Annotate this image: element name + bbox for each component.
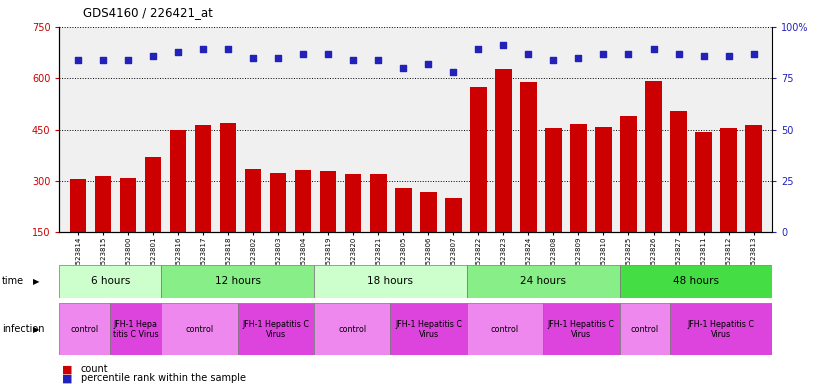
Bar (467, 303, 544, 355)
Bar (170, 129, 187, 284)
Bar (545, 128, 562, 284)
Text: 24 hours: 24 hours (520, 276, 566, 286)
Point (672, 51, 685, 57)
Bar (320, 170, 336, 284)
Bar (720, 128, 737, 284)
Point (697, 53, 710, 59)
Point (622, 51, 635, 57)
Bar (111, 303, 161, 355)
Text: 48 hours: 48 hours (673, 276, 719, 286)
Bar (596, 127, 611, 284)
Text: 18 hours: 18 hours (368, 276, 414, 286)
Bar (195, 126, 211, 284)
Point (747, 51, 760, 57)
Text: JFH-1 Hepatitis C
Virus: JFH-1 Hepatitis C Virus (688, 319, 755, 339)
Bar (120, 178, 136, 284)
Bar (314, 265, 467, 298)
Point (221, 46, 235, 53)
Bar (59, 303, 111, 355)
Text: JFH-1 Hepatitis C
Virus: JFH-1 Hepatitis C Virus (548, 319, 615, 339)
Bar (270, 174, 287, 284)
Text: count: count (81, 364, 108, 374)
Bar (745, 125, 762, 284)
Point (72, 57, 85, 63)
Bar (370, 174, 387, 284)
Point (597, 51, 610, 57)
Point (272, 55, 285, 61)
Point (472, 46, 485, 53)
Bar (695, 132, 712, 284)
Bar (570, 124, 586, 284)
Text: infection: infection (2, 324, 44, 334)
Bar (396, 188, 411, 284)
Text: time: time (2, 276, 24, 286)
Bar (496, 69, 511, 284)
Bar (671, 303, 772, 355)
Bar (467, 265, 620, 298)
Point (97, 57, 110, 63)
Point (422, 61, 435, 67)
Point (147, 53, 160, 59)
Bar (445, 198, 462, 284)
Bar (345, 174, 362, 284)
Point (496, 42, 510, 48)
Point (172, 48, 185, 55)
Point (372, 57, 385, 63)
Bar (245, 169, 262, 284)
Text: percentile rank within the sample: percentile rank within the sample (81, 373, 246, 383)
Text: control: control (338, 325, 366, 334)
Bar (161, 303, 238, 355)
Bar (59, 265, 161, 298)
Bar (520, 82, 537, 284)
Text: 12 hours: 12 hours (215, 276, 261, 286)
Bar (470, 87, 487, 284)
Point (547, 57, 560, 63)
Point (722, 53, 735, 59)
Text: control: control (185, 325, 214, 334)
Bar (70, 179, 87, 284)
Bar (314, 303, 391, 355)
Text: control: control (631, 325, 659, 334)
Text: 6 hours: 6 hours (91, 276, 130, 286)
Point (197, 46, 210, 53)
Point (322, 51, 335, 57)
Text: JFH-1 Hepa
titis C Virus: JFH-1 Hepa titis C Virus (113, 319, 159, 339)
Bar (145, 157, 161, 284)
Text: control: control (491, 325, 519, 334)
Point (297, 51, 310, 57)
Bar (620, 116, 637, 284)
Bar (645, 81, 662, 284)
Bar (420, 192, 436, 284)
Point (572, 55, 585, 61)
Text: ▶: ▶ (33, 325, 40, 334)
Text: GDS4160 / 226421_at: GDS4160 / 226421_at (83, 6, 212, 19)
Bar (620, 303, 671, 355)
Bar (620, 265, 772, 298)
Text: JFH-1 Hepatitis C
Virus: JFH-1 Hepatitis C Virus (242, 319, 310, 339)
Point (447, 69, 460, 75)
Text: ▶: ▶ (33, 277, 40, 286)
Text: ■: ■ (62, 364, 73, 374)
Bar (221, 123, 236, 284)
Bar (295, 170, 311, 284)
Bar (238, 303, 314, 355)
Text: control: control (71, 325, 99, 334)
Bar (544, 303, 620, 355)
Bar (161, 265, 314, 298)
Bar (391, 303, 467, 355)
Bar (671, 111, 686, 284)
Bar (95, 176, 112, 284)
Point (522, 51, 535, 57)
Point (121, 57, 135, 63)
Point (247, 55, 260, 61)
Text: ■: ■ (62, 373, 73, 383)
Point (647, 46, 660, 53)
Point (396, 65, 410, 71)
Point (347, 57, 360, 63)
Text: JFH-1 Hepatitis C
Virus: JFH-1 Hepatitis C Virus (395, 319, 462, 339)
